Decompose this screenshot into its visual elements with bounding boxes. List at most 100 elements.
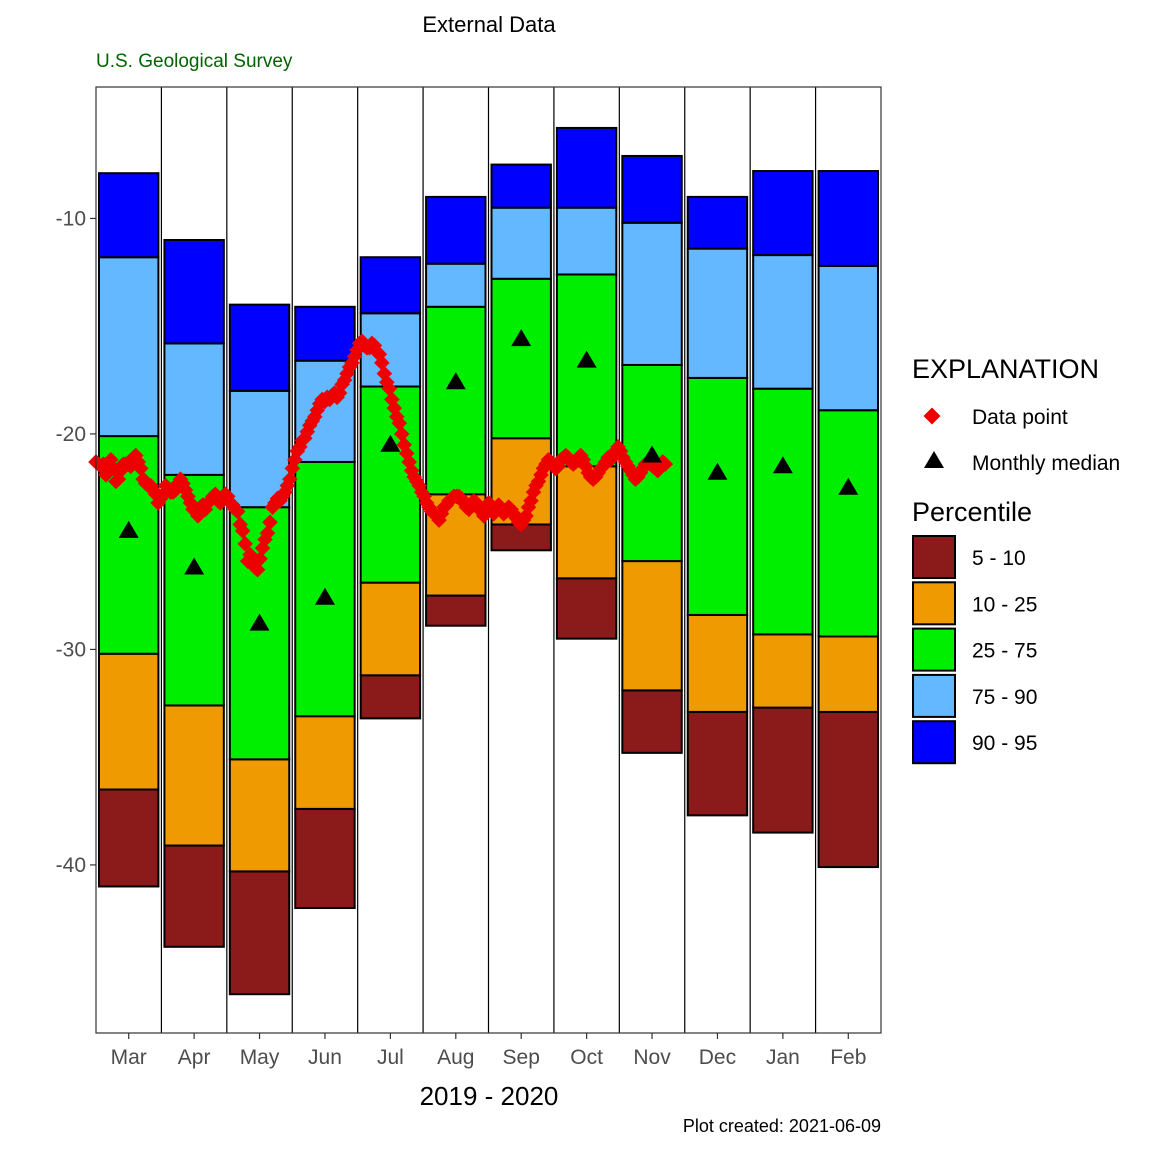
- x-tick-label-jan: Jan: [766, 1046, 800, 1069]
- bar-jul-p90-95: [359, 256, 422, 315]
- legend-median-label: Monthly median: [972, 452, 1120, 475]
- y-axis-ticks: -10 -20 -30 -40: [56, 207, 96, 877]
- bar-aug-p90-95: [425, 195, 487, 265]
- x-tick-label-apr: Apr: [178, 1046, 211, 1069]
- bar-may-p25-75: [228, 506, 291, 761]
- x-axis-label: 2019 - 2020: [420, 1081, 559, 1111]
- bar-aug-p5-10: [425, 594, 487, 627]
- bar-dec-p90-95: [686, 195, 749, 250]
- data-point: [229, 503, 246, 520]
- bar-nov-p90-95: [621, 154, 683, 224]
- x-tick-label-oct: Oct: [570, 1046, 603, 1069]
- data-point: [234, 523, 251, 539]
- bar-jul-p25-75: [359, 385, 422, 584]
- bar-dec-p25-75: [686, 376, 749, 616]
- bar-jan-p75-90: [752, 254, 814, 390]
- chart-subtitle: U.S. Geological Survey: [96, 51, 293, 72]
- data-point: [132, 460, 149, 477]
- legend-median-marker: [924, 451, 944, 468]
- bar-apr-p90-95: [163, 238, 225, 345]
- plot-panel-border: [95, 86, 882, 1034]
- x-tick-label-dec: Dec: [699, 1046, 736, 1069]
- legend-swatch: [912, 535, 956, 579]
- x-tick-label-jul: Jul: [377, 1046, 404, 1069]
- legend-data-point-marker: [923, 407, 941, 425]
- bar-mar-p5-10: [98, 788, 160, 888]
- bar-apr-p5-10: [163, 844, 225, 948]
- legend-swatch-label: 25 - 75: [972, 640, 1037, 663]
- bar-jan-p90-95: [752, 170, 814, 257]
- bar-jan-p5-10: [752, 706, 814, 834]
- y-tick-label: -20: [56, 423, 86, 446]
- legend-data-point-label: Data point: [972, 406, 1068, 429]
- legend-swatch: [912, 720, 956, 765]
- bar-aug-p25-75: [425, 305, 487, 496]
- bar-dec-p5-10: [686, 710, 749, 817]
- data-point: [237, 536, 253, 552]
- legend-swatch-label: 5 - 10: [972, 547, 1026, 570]
- bar-nov-p10-25: [621, 560, 683, 692]
- percentile-bars: [98, 126, 879, 996]
- x-axis-ticks: Mar Apr May Jun Jul Aug Sep Oct Nov Dec Jan Feb: [111, 1033, 866, 1069]
- x-tick-label-jun: Jun: [308, 1046, 342, 1069]
- bar-oct-p5-10: [555, 577, 618, 640]
- x-tick-label-sep: Sep: [503, 1046, 540, 1069]
- chart-title: External Data: [422, 12, 556, 37]
- bar-dec-p75-90: [686, 247, 749, 379]
- bar-apr-p75-90: [163, 342, 225, 476]
- y-tick-label: -40: [56, 854, 86, 877]
- y-tick-label: -10: [56, 207, 86, 230]
- legend-percentile-title: Percentile: [912, 497, 1032, 527]
- bar-oct-p75-90: [555, 206, 618, 276]
- legend-swatch-label: 90 - 95: [972, 732, 1037, 755]
- x-tick-label-aug: Aug: [437, 1046, 474, 1069]
- bar-apr-p10-25: [163, 704, 225, 847]
- bar-feb-p75-90: [817, 264, 879, 412]
- bar-may-p10-25: [228, 758, 291, 873]
- median-marker-nov: [642, 445, 663, 463]
- legend-percentile-swatches: 5 - 10 10 - 25 25 - 75 75 - 90 90 - 95: [912, 535, 1037, 765]
- legend-swatch: [912, 673, 956, 718]
- legend-swatch: [912, 627, 956, 672]
- bar-mar-p90-95: [98, 172, 160, 259]
- bar-may-p90-95: [228, 303, 291, 392]
- bar-nov-p75-90: [621, 221, 683, 366]
- bar-dec-p10-25: [686, 613, 749, 713]
- median-marker-jan: [772, 456, 793, 474]
- legend-explanation-title: EXPLANATION: [912, 354, 1099, 384]
- bar-nov-p5-10: [621, 689, 683, 754]
- bar-jun-p5-10: [294, 807, 356, 910]
- x-tick-label-feb: Feb: [830, 1046, 866, 1069]
- median-marker-mar: [118, 520, 139, 538]
- bar-jun-p90-95: [294, 305, 356, 362]
- median-marker-sep: [511, 329, 532, 347]
- bar-feb-p10-25: [817, 635, 879, 713]
- monthly-median-markers: [118, 329, 859, 631]
- bar-feb-p25-75: [817, 409, 879, 638]
- bar-aug-p75-90: [425, 262, 487, 308]
- median-marker-feb: [838, 477, 859, 495]
- legend-swatch-label: 10 - 25: [972, 593, 1037, 616]
- bar-jan-p25-75: [752, 387, 814, 636]
- median-marker-oct: [576, 350, 597, 368]
- bar-feb-p90-95: [817, 170, 879, 267]
- bar-jul-p5-10: [359, 674, 422, 720]
- median-marker-jun: [314, 587, 335, 605]
- bar-mar-p10-25: [98, 652, 160, 791]
- month-dividers: [160, 87, 817, 1033]
- legend-swatch-label: 75 - 90: [972, 686, 1037, 709]
- bar-jun-p10-25: [294, 715, 356, 810]
- bar-jan-p10-25: [752, 633, 814, 709]
- chart-legend: EXPLANATION Data point Monthly median Pe…: [912, 354, 1120, 765]
- daily-data-points: [88, 333, 674, 578]
- bar-sep-p25-75: [490, 277, 552, 440]
- bar-sep-p90-95: [490, 163, 552, 209]
- bar-oct-p90-95: [555, 126, 618, 209]
- legend-swatch: [912, 581, 956, 626]
- x-tick-label-nov: Nov: [633, 1046, 671, 1069]
- bar-oct-p25-75: [555, 273, 618, 468]
- bar-sep-p75-90: [490, 206, 552, 280]
- bar-oct-p10-25: [555, 465, 618, 580]
- bar-mar-p75-90: [98, 256, 160, 438]
